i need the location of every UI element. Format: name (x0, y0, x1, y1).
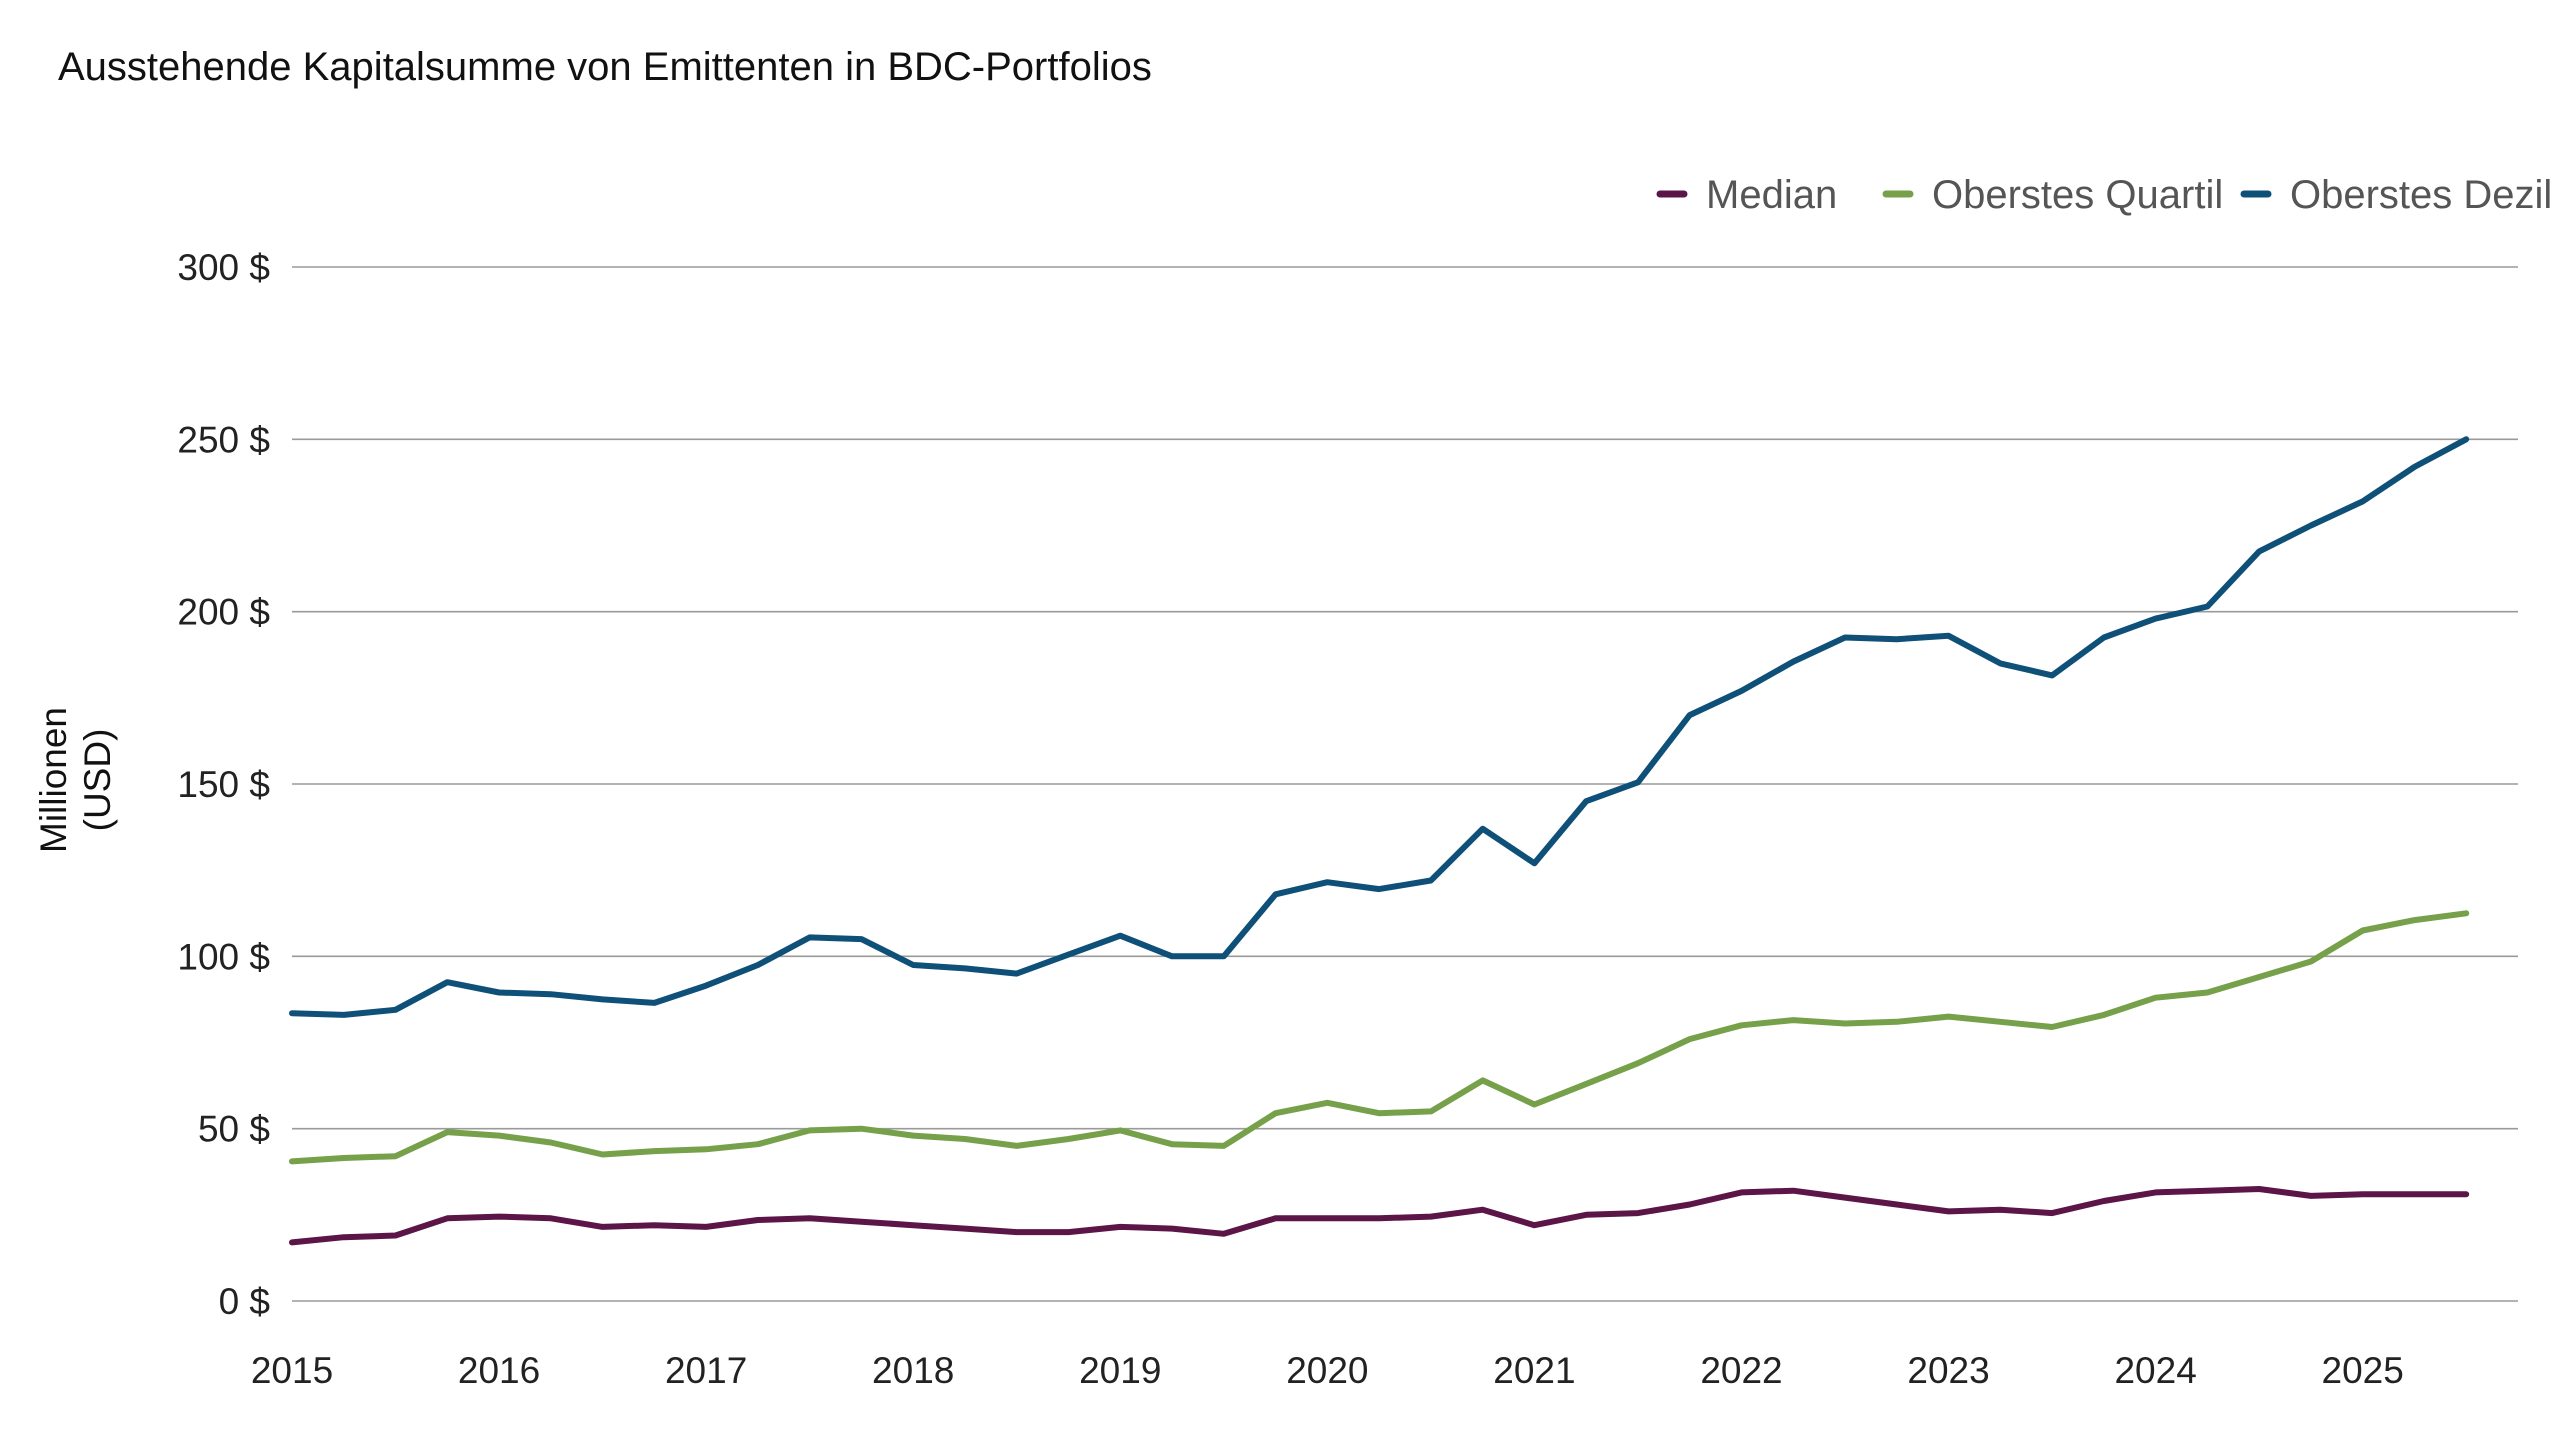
legend: Median Oberstes Quartil Oberstes Dezil (1656, 173, 2552, 217)
series-lines (289, 436, 2470, 1246)
series-line-oberstes-quartil (289, 910, 2470, 1165)
x-tick-label: 2025 (2322, 1350, 2404, 1391)
y-tick-labels: 0 $ 50 $ 100 $ 150 $ 200 $ 250 $ 300 $ (177, 247, 270, 1322)
legend-label-median: Median (1706, 173, 1837, 217)
series-line-median (289, 1186, 2470, 1246)
y-tick-label: 0 $ (219, 1281, 270, 1322)
legend-label-oberstes-dezil: Oberstes Dezil (2290, 173, 2552, 217)
x-tick-label: 2024 (2114, 1350, 2196, 1391)
x-tick-label: 2019 (1079, 1350, 1161, 1391)
y-tick-label: 50 $ (198, 1109, 270, 1150)
chart-title: Ausstehende Kapitalsumme von Emittenten … (58, 45, 1152, 89)
x-tick-label: 2023 (1907, 1350, 1989, 1391)
y-tick-label: 100 $ (177, 936, 270, 977)
y-tick-label: 150 $ (177, 764, 270, 805)
y-tick-label: 250 $ (177, 419, 270, 460)
x-tick-label: 2015 (251, 1350, 333, 1391)
y-axis-label-line-2: (USD) (77, 729, 118, 832)
series-line-oberstes-dezil (289, 436, 2470, 1018)
y-tick-label: 300 $ (177, 247, 270, 288)
x-tick-label: 2020 (1286, 1350, 1368, 1391)
x-tick-label: 2016 (458, 1350, 540, 1391)
x-tick-label: 2017 (665, 1350, 747, 1391)
y-tick-label: 200 $ (177, 592, 270, 633)
y-axis-label-line-1: Millionen (33, 707, 74, 853)
y-axis-label: Millionen (USD) (33, 707, 118, 853)
gridlines (292, 266, 2518, 1302)
legend-label-oberstes-quartil: Oberstes Quartil (1932, 173, 2223, 217)
x-tick-label: 2018 (872, 1350, 954, 1391)
x-tick-labels: 2015 2016 2017 2018 2019 2020 2021 2022 2023 2024… (251, 1350, 2404, 1391)
x-tick-label: 2021 (1493, 1350, 1575, 1391)
x-tick-label: 2022 (1700, 1350, 1782, 1391)
